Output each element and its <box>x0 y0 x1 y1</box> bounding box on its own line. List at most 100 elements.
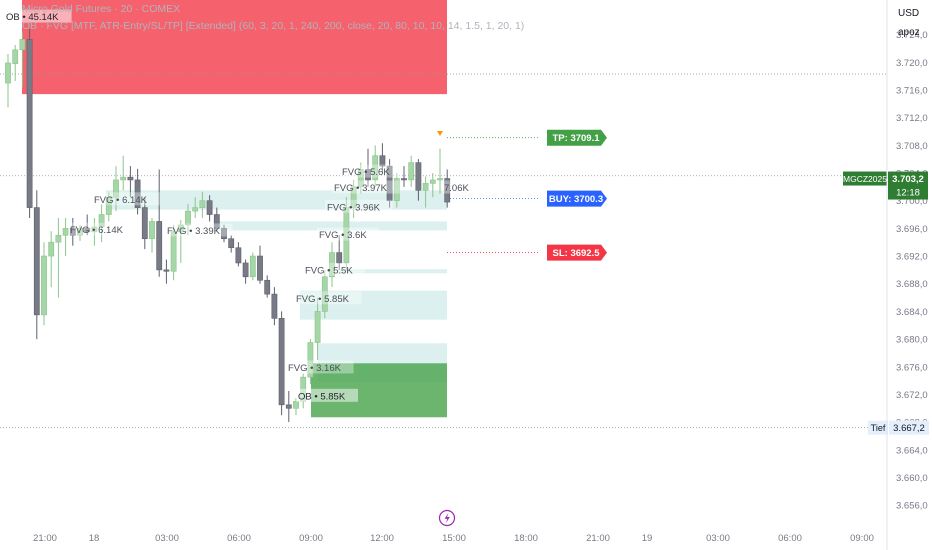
price-tick-label: 3.712,0 <box>896 113 928 124</box>
candle <box>350 179 357 218</box>
candle-body <box>415 162 422 191</box>
candle <box>386 159 393 208</box>
price-tick-label: 3.688,0 <box>896 279 928 290</box>
candle-body <box>336 252 343 264</box>
fvg-label: FVG • 3.96K <box>327 202 381 213</box>
user-label[interactable]: apoz <box>898 27 920 38</box>
candle <box>91 217 98 246</box>
candle <box>228 235 235 253</box>
signal-triangle-icon <box>437 130 443 136</box>
chart-title[interactable]: Micro Gold Futures · 20 · COMEX <box>22 3 181 15</box>
fvg-label: FVG • 3.6K <box>319 230 367 241</box>
candle-body <box>221 228 227 240</box>
candle <box>235 242 242 267</box>
fvg-label: FVG • 3.97K <box>334 183 388 194</box>
zone-labels-layer: FVG • 6.14K FVG • 3.39K FVG • 6.14K FVG • 5… <box>4 9 476 402</box>
candle <box>336 235 343 270</box>
candle-body <box>156 221 163 271</box>
time-axis[interactable]: 21:00 18 03:00 06:00 09:00 12:00 15:00 18:00 21:… <box>33 533 874 544</box>
candle-body <box>170 231 177 272</box>
candle-body <box>422 183 429 191</box>
ob-label-bg <box>296 388 358 402</box>
candle-body <box>393 178 400 201</box>
candle <box>113 166 119 212</box>
candle-body <box>62 228 69 236</box>
candle-body <box>343 207 350 264</box>
candle-body <box>285 404 292 409</box>
candle <box>379 143 386 173</box>
currency-label[interactable]: USD <box>898 8 920 19</box>
fvg-label-bg <box>332 180 400 194</box>
price-tick-label: 3.692,0 <box>896 252 928 263</box>
price-tick-label: 3.676,0 <box>896 362 928 373</box>
ob-label: OB • 5.85K <box>298 391 346 402</box>
entry-badge[interactable]: TP: 3709.1 <box>547 129 607 146</box>
candle <box>192 197 199 218</box>
candle <box>285 390 292 423</box>
candle-body <box>185 210 191 226</box>
candle-body <box>242 262 249 278</box>
candle-body <box>26 39 33 208</box>
time-tick-label: 12:00 <box>370 533 394 544</box>
low-tag <box>868 420 888 435</box>
candle <box>163 259 170 284</box>
candle <box>393 173 400 208</box>
price-tick-label: 3.672,0 <box>896 390 928 401</box>
candle-body <box>429 179 436 184</box>
candle-body <box>350 186 357 208</box>
lightning-icon[interactable] <box>438 509 456 527</box>
candle <box>242 259 249 284</box>
fvg-zone <box>106 190 447 210</box>
candle <box>314 297 321 360</box>
price-tick-label: 3.700,0 <box>896 196 928 207</box>
fvg-label: FVG • 5.5K <box>305 265 353 276</box>
candle-body <box>69 228 76 236</box>
candle-body <box>84 228 91 233</box>
fvg-label-bg <box>92 192 160 206</box>
candle <box>141 197 148 250</box>
fvg-label-bg <box>303 262 365 276</box>
entry-badge-shape <box>547 190 607 207</box>
price-tick-label: 3.656,0 <box>896 501 928 512</box>
candle <box>401 166 407 187</box>
zones-layer <box>22 0 447 418</box>
entry-badge[interactable]: BUY: 3700.3 <box>547 190 607 207</box>
price-axis[interactable]: 3.656,03.660,03.664,03.668,03.672,03.676… <box>896 30 928 512</box>
candle-body <box>206 200 213 215</box>
candle <box>156 169 163 277</box>
candle-body <box>77 228 83 236</box>
time-tick-label: 21:00 <box>33 533 57 544</box>
candle <box>134 168 141 215</box>
entry-badge[interactable]: SL: 3692.5 <box>547 244 607 261</box>
candle <box>149 217 155 253</box>
candle <box>98 204 105 243</box>
candle-body <box>314 311 321 343</box>
candle <box>127 166 134 198</box>
price-tick-label: 3.708,0 <box>896 141 928 152</box>
candle-body <box>48 241 55 257</box>
fvg-label-bg <box>165 223 233 237</box>
candle-body <box>444 178 451 203</box>
candle-body <box>365 169 371 181</box>
candle <box>307 339 314 385</box>
candle <box>199 191 206 218</box>
time-tick-label: 09:00 <box>850 533 874 544</box>
entry-badge-label: SL: 3692.5 <box>553 248 601 259</box>
time-tick-label: 03:00 <box>155 533 179 544</box>
indicator-legend[interactable]: OB · FVG [MTF, ATR-Entry/SL/TP] [Extende… <box>22 20 525 32</box>
low-price-tag <box>889 420 929 435</box>
candle-body <box>293 401 299 409</box>
candle-body <box>372 155 379 181</box>
fvg-label: 7.06K <box>444 183 469 194</box>
candle <box>365 148 371 187</box>
candle-body <box>329 252 335 278</box>
candle <box>372 145 379 187</box>
candle <box>12 44 19 81</box>
time-tick-label: 21:00 <box>586 533 610 544</box>
candle <box>41 242 47 326</box>
fvg-label-bg <box>317 227 379 241</box>
fvg-label: FVG • 5.85K <box>296 294 350 305</box>
price-tick-label: 3.720,0 <box>896 58 928 69</box>
candle <box>408 155 415 187</box>
